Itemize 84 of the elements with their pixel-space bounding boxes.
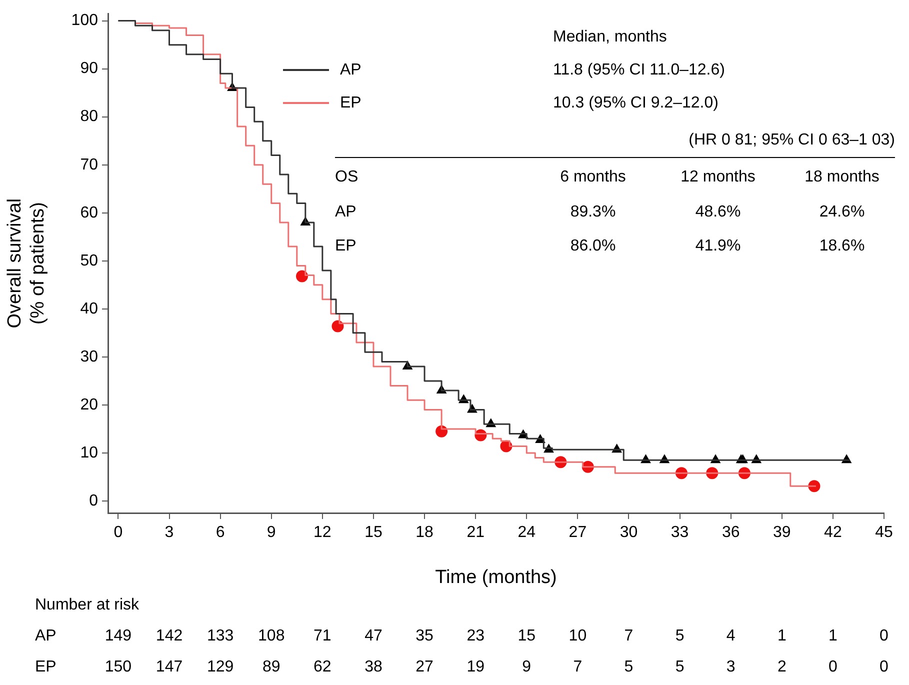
text: 35 [416, 627, 434, 644]
x-axis-title: Time (months) [435, 566, 557, 588]
text: 15 [518, 627, 536, 644]
x-tick-label: 24 [518, 524, 536, 542]
y-tick-label: 20 [80, 396, 98, 414]
x-tick-label: 36 [722, 524, 740, 542]
annotation: 89.3% [570, 203, 616, 220]
annotation: EP [335, 237, 356, 254]
text: 38 [364, 658, 382, 676]
text: 2 [777, 658, 786, 676]
x-tick-label: 3 [164, 524, 174, 542]
y-tick-label: 0 [89, 492, 98, 510]
text: 5 [624, 658, 634, 676]
y-tick-label: 100 [71, 12, 98, 30]
text: 1 [828, 627, 838, 644]
text: 10 [568, 627, 587, 644]
text: 62 [314, 658, 332, 676]
x-tick-label: 9 [266, 524, 276, 542]
x-tick-label: 15 [364, 524, 382, 542]
legend-label: EP [340, 94, 362, 112]
y-axis-title: Overall survival (% of patients) [4, 198, 48, 328]
x-tick-label: 30 [620, 524, 638, 542]
y-tick-label: 80 [80, 108, 98, 126]
annotation: Median, months [553, 28, 667, 46]
text: 9 [522, 658, 532, 676]
annotation: OS [335, 168, 358, 186]
y-tick-label: 40 [80, 300, 98, 318]
text: Number at risk [35, 596, 140, 614]
x-tick-label: 27 [568, 524, 587, 542]
x-tick-label: 45 [875, 524, 893, 542]
x-tick-label: 12 [314, 524, 332, 542]
annotation: 41.9% [695, 237, 741, 254]
text: 3 [726, 658, 736, 676]
y-tick-label: 30 [80, 348, 98, 366]
text: 0 [828, 658, 838, 676]
annotation: 86.0% [570, 237, 616, 254]
text: 147 [156, 658, 183, 676]
text: 133 [206, 627, 234, 644]
annotation: 18 months [804, 168, 880, 186]
text: 0 [880, 627, 889, 644]
x-tick-label: 21 [466, 524, 485, 542]
text: 89 [262, 658, 280, 676]
y-tick-label: 70 [80, 156, 98, 174]
y-tick-label: 90 [80, 60, 98, 78]
y-tick-label: 50 [80, 252, 98, 270]
text: EP [35, 658, 56, 676]
y-tick-label: 60 [80, 204, 98, 222]
text: 108 [258, 627, 285, 644]
text: 27 [416, 658, 434, 676]
annotation: 18.6% [819, 237, 865, 254]
x-tick-label: 39 [772, 524, 791, 542]
x-tick-label: 33 [670, 524, 689, 542]
annotation: 6 months [560, 168, 626, 186]
text: AP [35, 627, 56, 644]
x-tick-label: 6 [216, 524, 225, 542]
annotation: 48.6% [695, 203, 741, 220]
text: 1 [777, 627, 786, 644]
legend-label: AP [340, 61, 362, 78]
y-tick-label: 10 [80, 444, 98, 462]
text: 150 [104, 658, 132, 676]
text: 129 [206, 658, 234, 676]
point [296, 270, 308, 282]
point [332, 320, 344, 332]
text: 149 [104, 627, 132, 644]
annotation: 12 months [680, 168, 756, 186]
x-tick-label: 18 [416, 524, 434, 542]
text: 7 [624, 627, 634, 644]
text: 4 [726, 627, 736, 644]
text: 23 [466, 627, 485, 644]
text: 5 [675, 658, 684, 676]
text: 19 [466, 658, 485, 676]
text: 7 [573, 658, 582, 676]
text: 5 [675, 627, 684, 644]
x-tick-label: 0 [114, 524, 123, 542]
text: 47 [364, 627, 382, 644]
annotation: 10.3 (95% CI 9.2–12.0) [553, 94, 718, 112]
annotation: 11.8 (95% CI 11.0–12.6) [553, 61, 725, 78]
text: 71 [314, 627, 332, 644]
x-tick-label: 42 [824, 524, 842, 542]
annotation: (HR 0 81; 95% CI 0 63–1 03) [688, 131, 895, 148]
text: 0 [880, 658, 889, 676]
text: 142 [156, 627, 183, 644]
annotation: 24.6% [819, 203, 865, 220]
annotation: AP [335, 203, 356, 220]
